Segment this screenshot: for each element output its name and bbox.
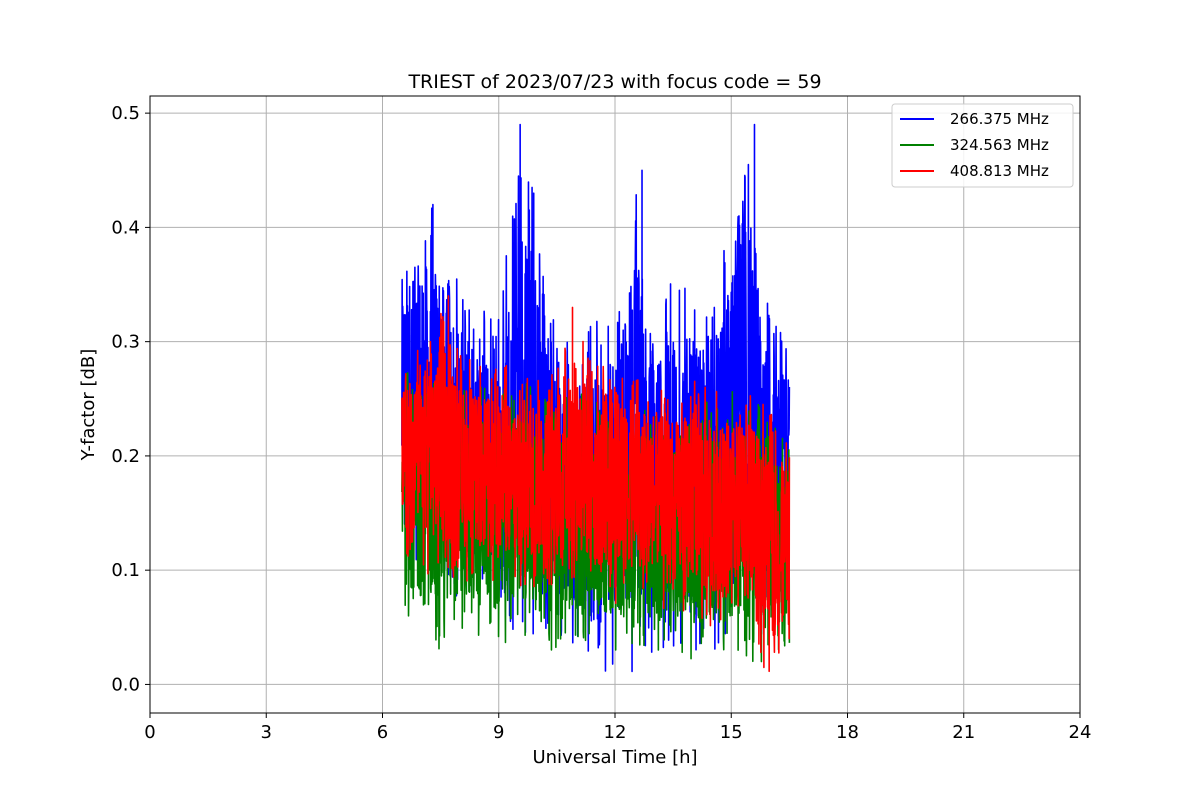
- y-tick-label: 0.5: [111, 103, 140, 124]
- x-axis-label: Universal Time [h]: [532, 747, 697, 768]
- x-tick-label: 9: [493, 722, 504, 743]
- x-tick-label: 21: [952, 722, 975, 743]
- legend-label: 324.563 MHz: [950, 136, 1049, 154]
- x-tick-label: 0: [144, 722, 155, 743]
- x-tick-label: 12: [604, 722, 627, 743]
- x-tick-label: 15: [720, 722, 743, 743]
- x-tick-label: 18: [836, 722, 859, 743]
- x-tick-label: 24: [1069, 722, 1092, 743]
- y-tick-label: 0.1: [111, 560, 140, 581]
- x-tick-label: 6: [377, 722, 388, 743]
- tick-marks: [145, 112, 1081, 718]
- series-layer: [401, 123, 791, 673]
- y-axis-label: Y-factor [dB]: [78, 349, 99, 462]
- plot-area: [145, 95, 1081, 718]
- series-line: [401, 295, 791, 673]
- x-tick-label: 3: [261, 722, 272, 743]
- y-tick-label: 0.0: [111, 674, 140, 695]
- y-tick-label: 0.3: [111, 332, 140, 353]
- y-tick-label: 0.4: [111, 217, 140, 238]
- y-tick-label: 0.2: [111, 446, 140, 467]
- legend-box: [891, 103, 1074, 188]
- chart-title: TRIEST of 2023/07/23 with focus code = 5…: [407, 71, 821, 93]
- legend-label: 408.813 MHz: [950, 162, 1049, 180]
- legend: 266.375 MHz 324.563 MHz 408.813 MHz: [891, 103, 1074, 188]
- legend-label: 266.375 MHz: [950, 110, 1049, 128]
